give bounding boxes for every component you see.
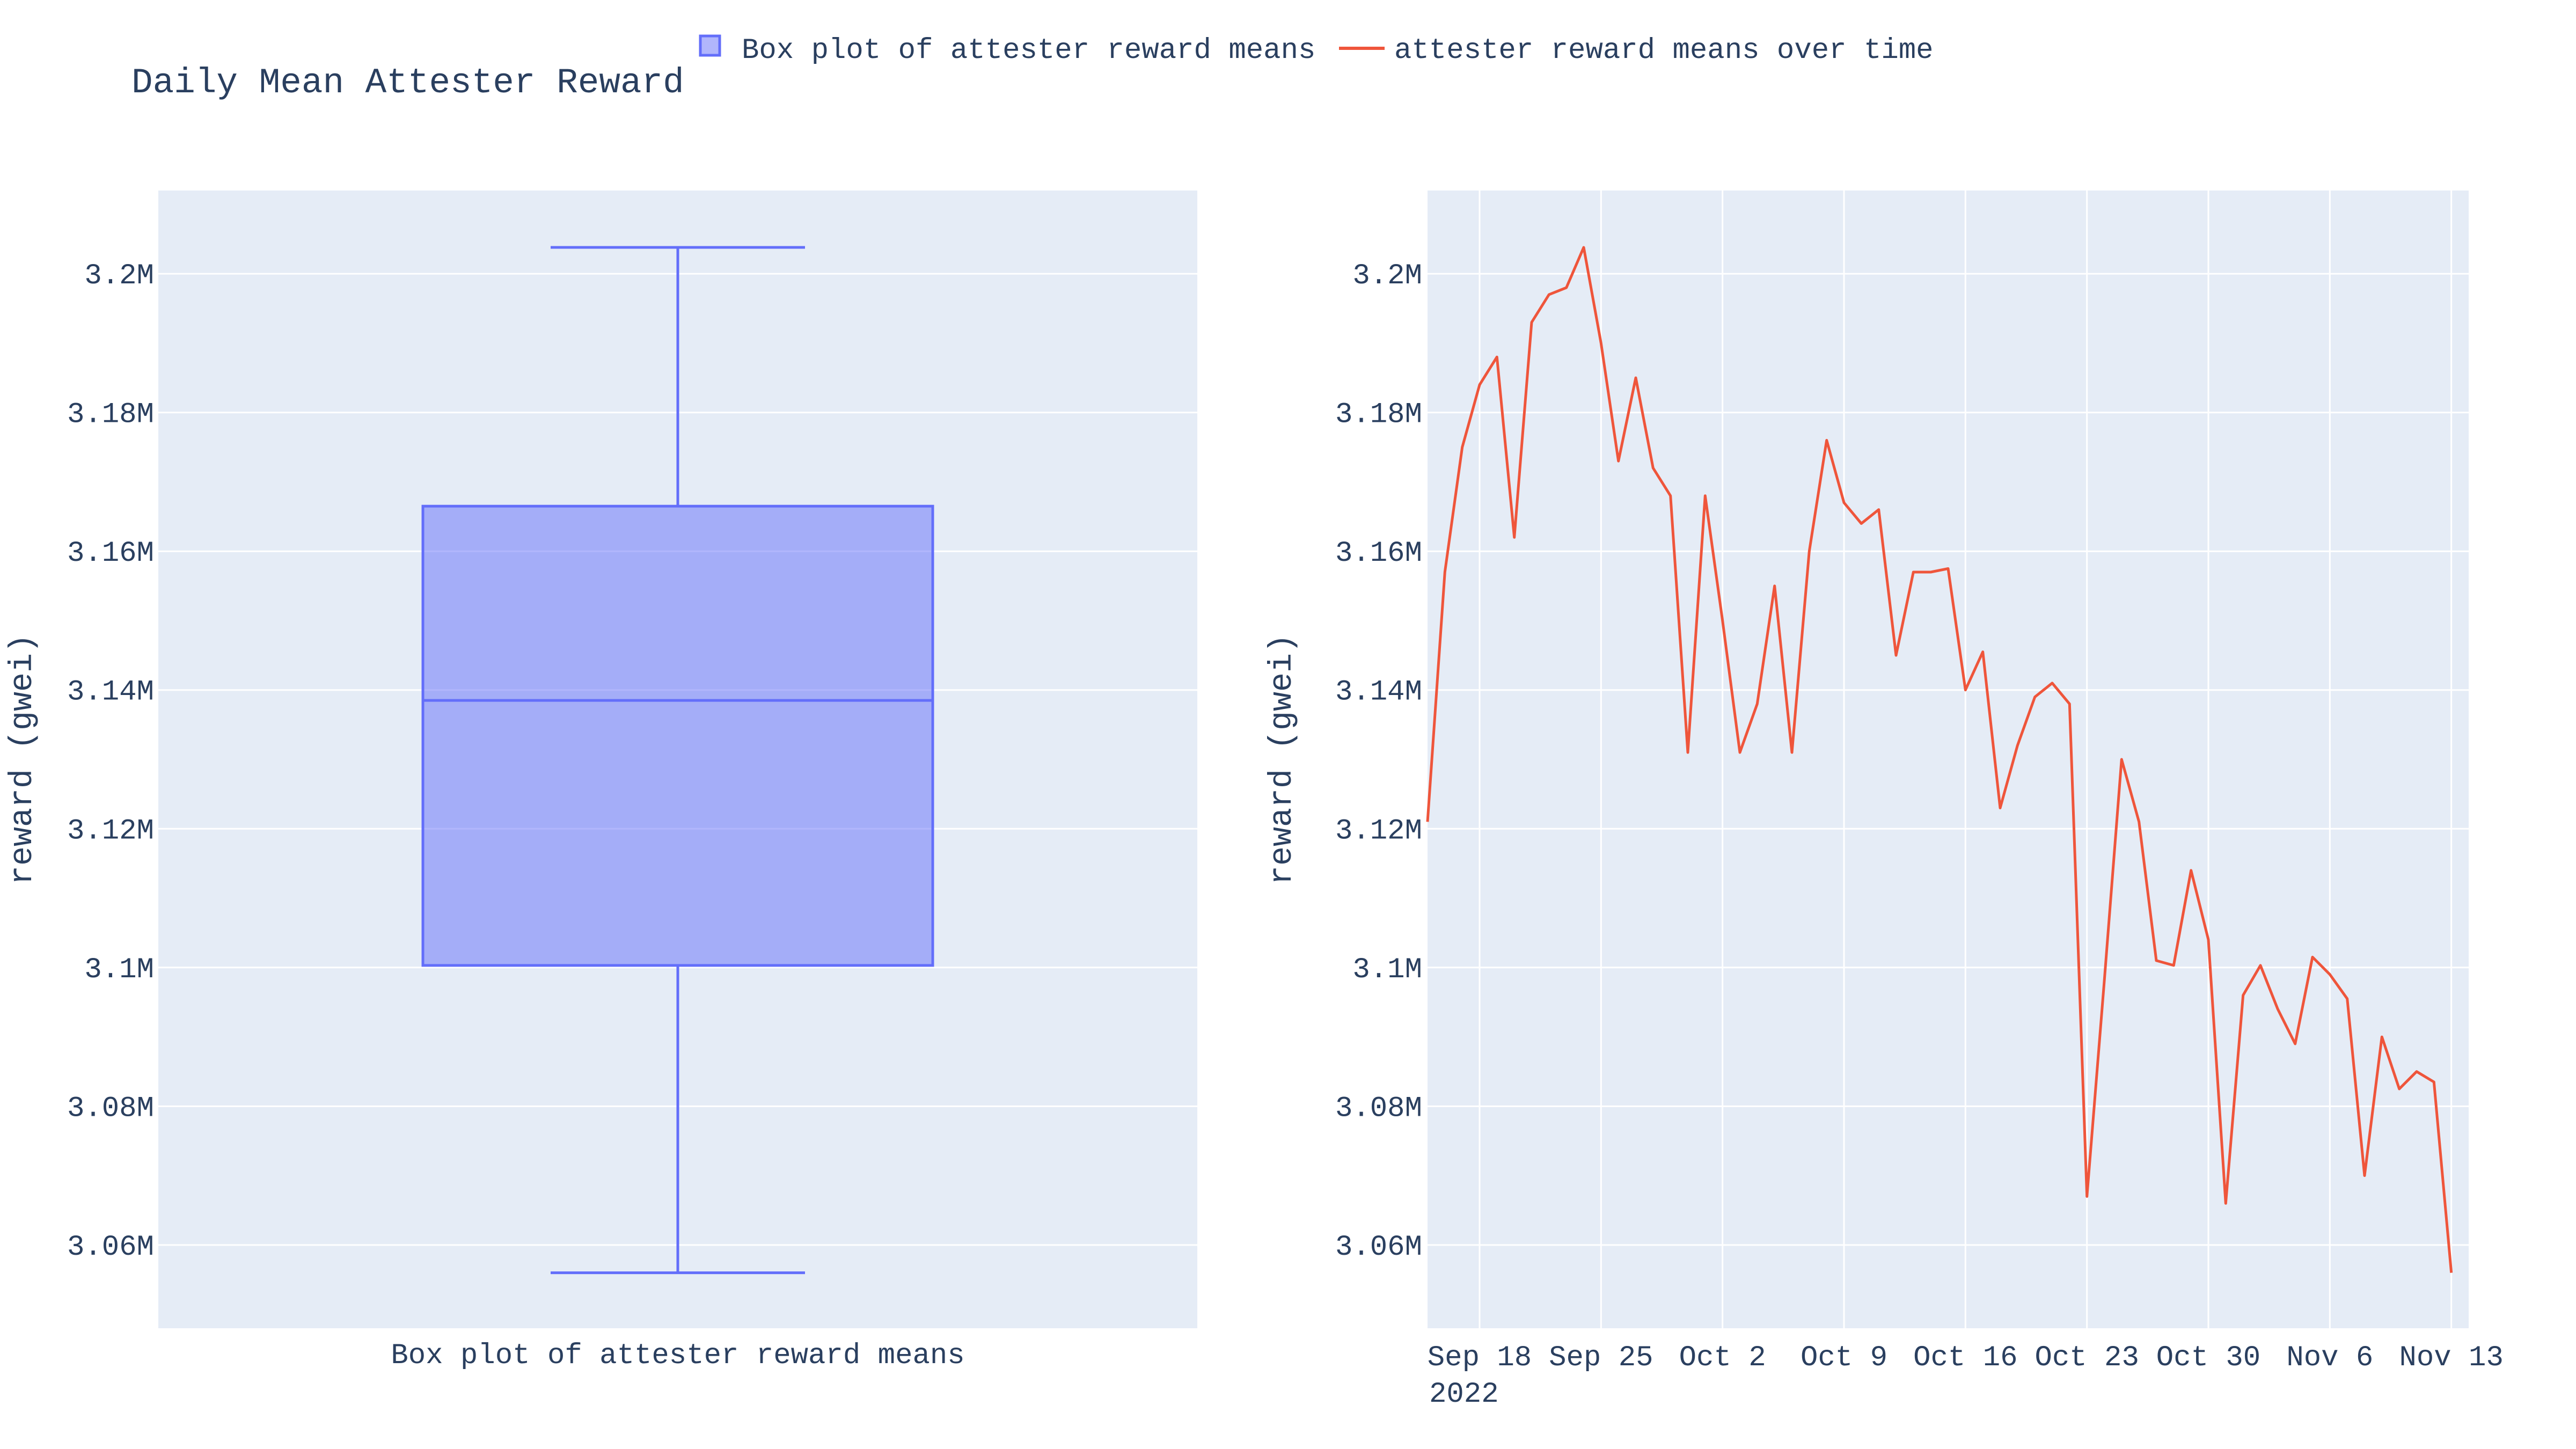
line-y-tick-label: 3.14M [1335, 676, 1422, 709]
line-x-tick-label: Oct 16 [1913, 1342, 2017, 1374]
box-y-tick-labels: 3.06M 3.08M 3.1M 3.12M 3.14M 3.16M 3.18M 3.2M [67, 260, 154, 1264]
box-plot-panel: 3.06M 3.08M 3.1M 3.12M 3.14M 3.16M 3.18M 3.2M B… [5, 191, 1197, 1372]
line-plot-area [1428, 191, 2469, 1328]
legend-line-label: attester reward means over time [1394, 34, 1934, 67]
line-y-tick-label: 3.1M [1352, 954, 1422, 986]
box-y-tick-label: 3.2M [84, 260, 154, 292]
box-category-label: Box plot of attester reward means [391, 1340, 964, 1372]
box-y-tick-label: 3.1M [84, 954, 154, 986]
line-y-tick-label: 3.08M [1335, 1092, 1422, 1125]
box-marks[interactable] [421, 246, 934, 1275]
legend-item-box[interactable]: Box plot of attester reward means [699, 34, 1315, 67]
line-x-gridlines [1479, 191, 2453, 1328]
line-chart-panel: 3.06M 3.08M 3.1M 3.12M 3.14M 3.16M 3.18M 3.2M S… [1264, 191, 2504, 1411]
line-x-tick-label: Nov 6 [2286, 1342, 2373, 1374]
line-x-tick-label: Oct 9 [1801, 1342, 1887, 1374]
line-y-tick-label: 3.06M [1335, 1231, 1422, 1264]
box-y-tick-label: 3.14M [67, 676, 154, 709]
x-axis-year-label: 2022 [1429, 1378, 1499, 1411]
box-y-tick-label: 3.12M [67, 815, 154, 847]
line-x-tick-label: Sep 25 [1549, 1342, 1653, 1374]
legend-item-line[interactable]: attester reward means over time [1339, 34, 1934, 67]
legend-box-swatch [699, 34, 721, 57]
box-y-axis-label: reward (gwei) [5, 634, 41, 885]
box-y-tick-label: 3.18M [67, 399, 154, 431]
line-x-tick-label: Nov 13 [2399, 1342, 2503, 1374]
line-x-tick-label: Oct 23 [2035, 1342, 2139, 1374]
line-y-tick-labels: 3.06M 3.08M 3.1M 3.12M 3.14M 3.16M 3.18M 3.2M [1335, 260, 1422, 1264]
legend-box-label: Box plot of attester reward means [742, 34, 1315, 67]
legend[interactable]: Box plot of attester reward means attest… [699, 34, 1934, 67]
box-y-tick-label: 3.08M [67, 1092, 154, 1125]
line-gridlines [1428, 273, 2469, 1246]
line-x-tick-label: Oct 30 [2156, 1342, 2260, 1374]
series-line-attester-reward-means[interactable] [1426, 246, 2453, 1273]
line-y-axis-label: reward (gwei) [1264, 634, 1301, 885]
line-x-tick-label: Oct 2 [1679, 1342, 1766, 1374]
line-y-tick-label: 3.12M [1335, 815, 1422, 847]
line-x-tick-label: Sep 18 [1428, 1342, 1532, 1374]
chart-title: Daily Mean Attester Reward [131, 63, 684, 103]
box-y-tick-label: 3.06M [67, 1231, 154, 1264]
line-y-tick-label: 3.16M [1335, 537, 1422, 570]
box-y-tick-label: 3.16M [67, 537, 154, 570]
line-y-tick-label: 3.2M [1352, 260, 1422, 292]
box-iqr[interactable] [421, 504, 934, 967]
line-x-tick-labels: Sep 18 Sep 25 Oct 2 Oct 9 Oct 16 Oct 23 Oct 30… [1428, 1342, 2504, 1374]
line-y-tick-label: 3.18M [1335, 399, 1422, 431]
